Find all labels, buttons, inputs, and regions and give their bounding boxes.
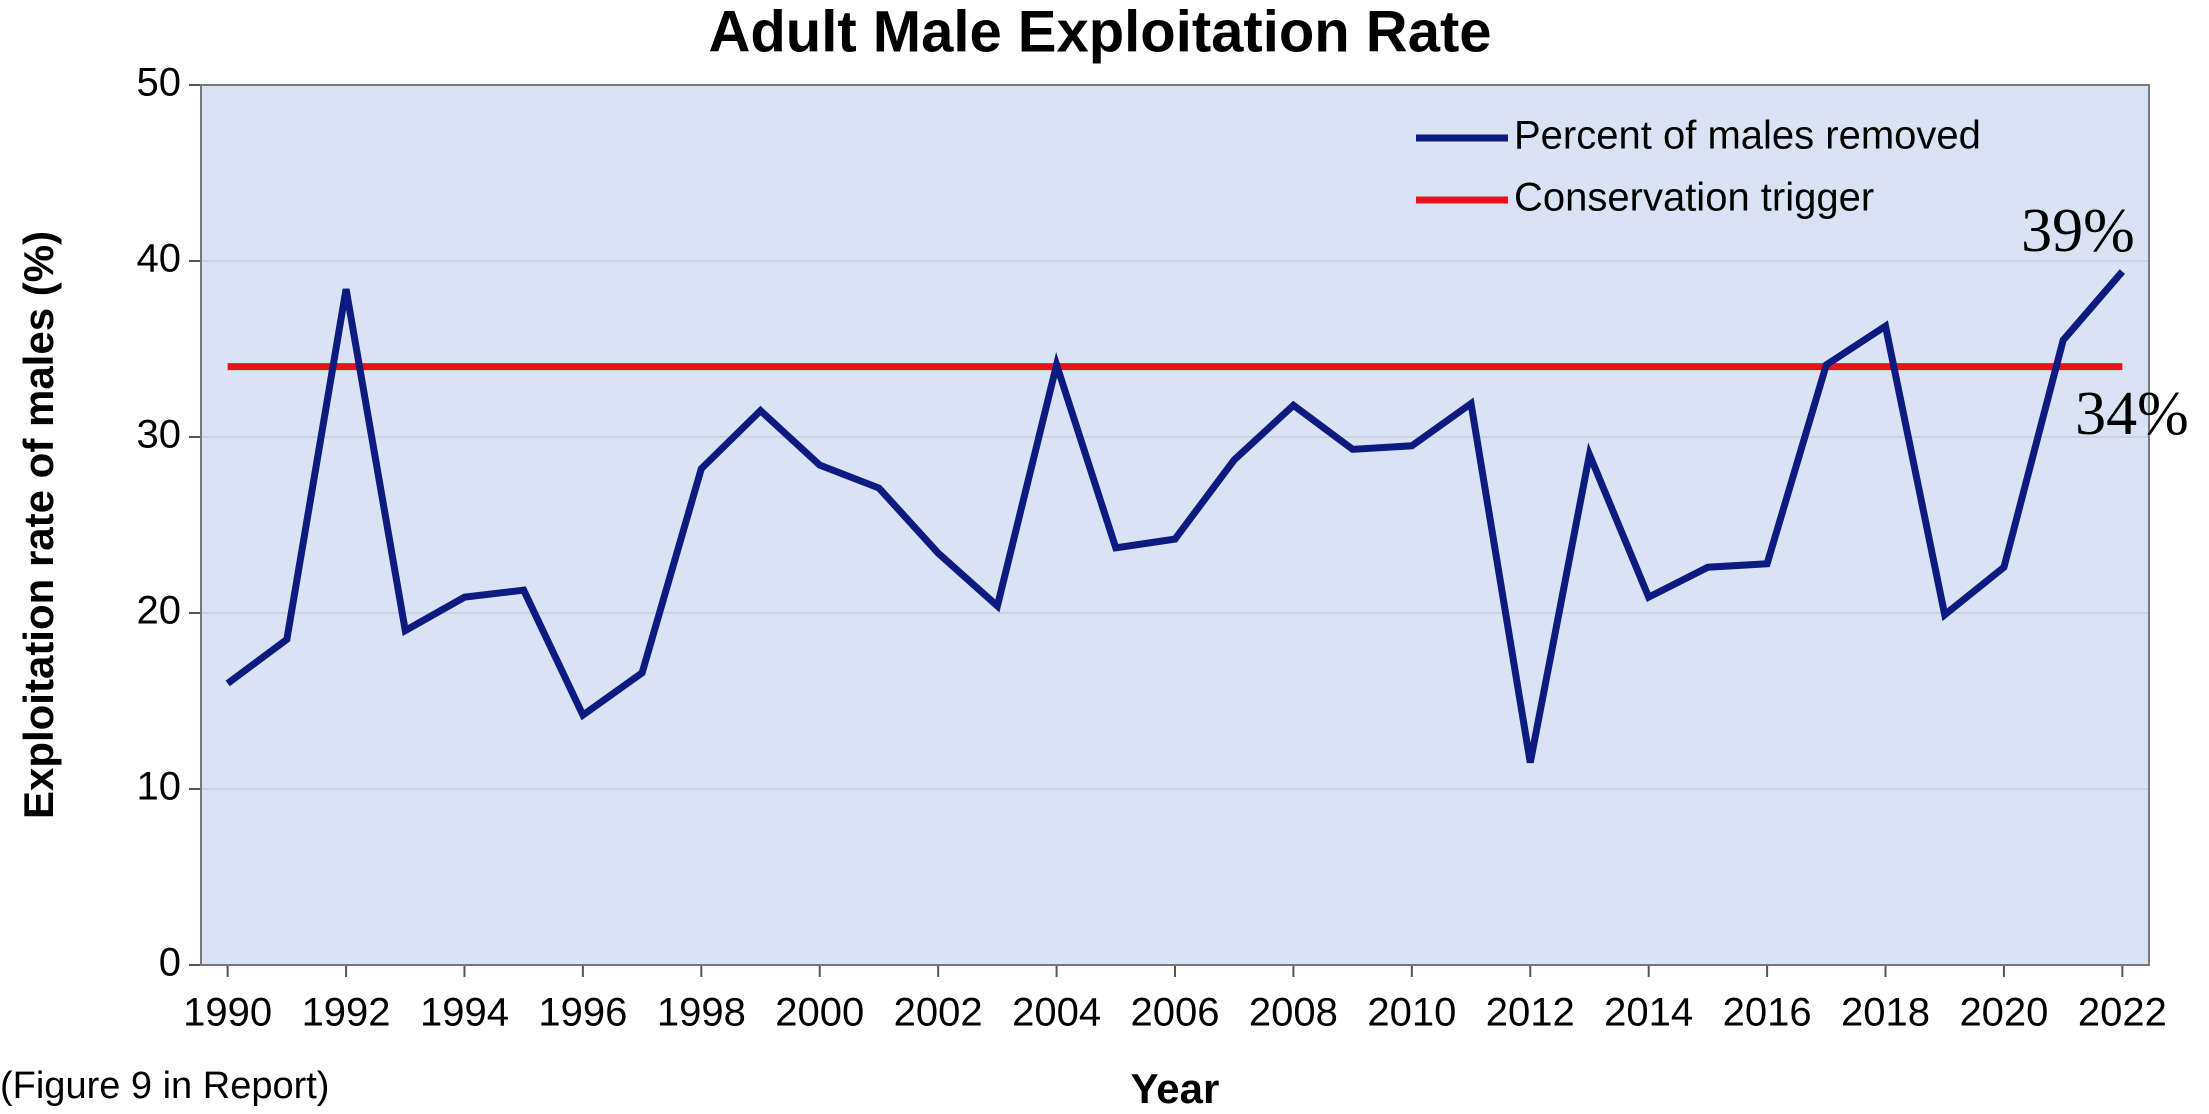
plot-area	[201, 85, 2149, 965]
legend-label: Percent of males removed	[1514, 114, 1981, 158]
x-tick-label: 2012	[1486, 991, 1575, 1035]
x-tick-label: 1990	[183, 991, 272, 1035]
y-tick-label: 10	[137, 765, 182, 809]
x-tick-label: 1992	[302, 991, 391, 1035]
x-tick-label: 2010	[1367, 991, 1456, 1035]
x-tick-label: 2018	[1841, 991, 1930, 1035]
plot-border	[200, 84, 2150, 966]
x-axis-label: Year	[1131, 1065, 1220, 1112]
value-label: 34%	[2075, 380, 2189, 448]
y-tick-label: 0	[159, 941, 181, 985]
legend-label: Conservation trigger	[1514, 176, 1874, 220]
y-tick-label: 50	[137, 61, 182, 105]
footnote: (Figure 9 in Report)	[0, 1065, 329, 1107]
x-tick-label: 2006	[1131, 991, 1220, 1035]
x-tick-label: 1994	[420, 991, 509, 1035]
y-tick-label: 20	[137, 589, 182, 633]
x-tick-label: 2020	[1959, 991, 2048, 1035]
x-tick-label: 2022	[2078, 991, 2167, 1035]
x-tick-label: 2000	[775, 991, 864, 1035]
x-tick-label: 1996	[538, 991, 627, 1035]
chart-title: Adult Male Exploitation Rate	[708, 0, 1491, 64]
x-tick-label: 2014	[1604, 991, 1693, 1035]
x-tick-label: 2004	[1012, 991, 1101, 1035]
y-tick-label: 30	[137, 413, 182, 457]
x-tick-label: 1998	[657, 991, 746, 1035]
y-axis-label: Exploitation rate of males (%)	[15, 231, 62, 819]
series-line	[225, 269, 2126, 764]
value-label: 39%	[2021, 197, 2135, 265]
x-tick-label: 2016	[1723, 991, 1812, 1035]
x-tick-label: 2008	[1249, 991, 1338, 1035]
y-tick-label: 40	[137, 237, 182, 281]
x-tick-label: 2002	[894, 991, 983, 1035]
